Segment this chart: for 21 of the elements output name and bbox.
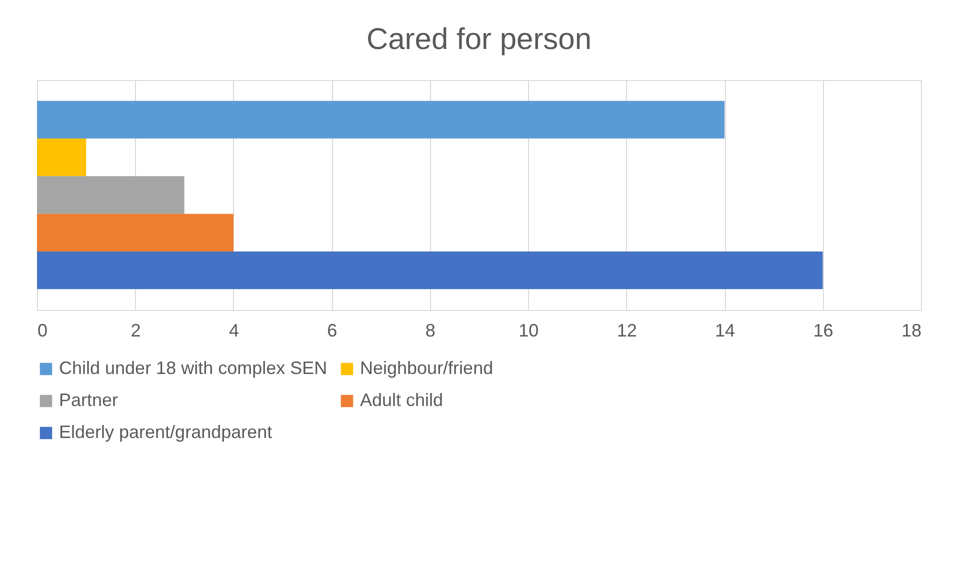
bar: [37, 214, 234, 252]
x-tick-label: 0: [38, 320, 48, 340]
bar: [37, 176, 184, 214]
x-tick-label: 6: [327, 320, 338, 340]
x-tick-label: 14: [715, 320, 736, 340]
bar: [37, 138, 86, 176]
legend-label: Adult child: [360, 390, 444, 410]
chart-title: Cared for person: [366, 23, 592, 56]
legend-label: Neighbour/friend: [360, 358, 494, 378]
x-tick-label: 12: [616, 320, 637, 340]
legend-label: Child under 18 with complex SEN: [59, 358, 328, 378]
x-tick-label: 8: [425, 320, 436, 340]
x-tick-label: 10: [518, 320, 539, 340]
x-tick-label: 2: [130, 320, 141, 340]
bar: [37, 251, 823, 290]
x-tick-label: 4: [228, 320, 239, 340]
bar: [37, 100, 725, 139]
legend-label: Partner: [59, 390, 118, 410]
x-tick-label: 18: [901, 320, 922, 340]
x-tick-label: 16: [813, 320, 834, 340]
legend-label: Elderly parent/grandparent: [59, 422, 272, 442]
